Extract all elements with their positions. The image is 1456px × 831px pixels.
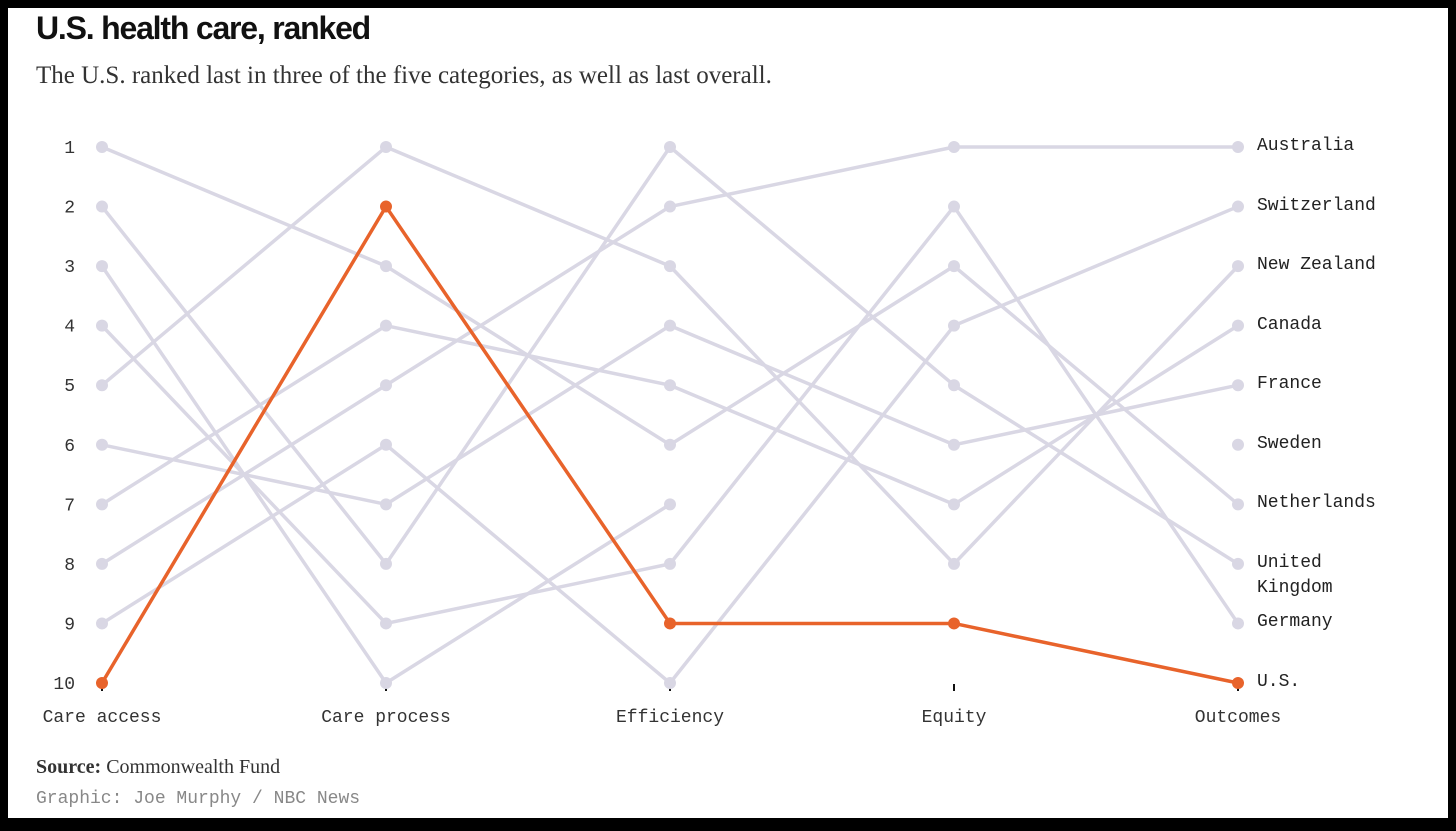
point <box>664 141 676 153</box>
point <box>1232 379 1244 392</box>
point <box>380 379 392 392</box>
point <box>380 617 392 630</box>
x-tick-label: Equity <box>922 708 987 728</box>
y-tick-label: 9 <box>64 615 75 635</box>
source: Source: Commonwealth Fund <box>36 756 280 779</box>
point <box>96 319 108 332</box>
point <box>664 260 676 273</box>
legend-label: Australia <box>1257 136 1355 156</box>
x-tick-label: Outcomes <box>1195 708 1281 728</box>
point <box>664 379 676 392</box>
point <box>1232 141 1244 153</box>
point <box>664 319 676 332</box>
series-line <box>101 323 1239 507</box>
legend-label: Sweden <box>1257 433 1322 454</box>
point <box>96 617 108 630</box>
y-tick-label: 5 <box>64 377 75 397</box>
point <box>1232 200 1244 213</box>
point <box>380 557 392 570</box>
point <box>1232 438 1244 451</box>
point <box>380 200 392 213</box>
source-label: Source: <box>36 756 102 778</box>
point <box>948 141 960 153</box>
point <box>664 438 676 451</box>
point <box>664 677 676 689</box>
y-tick-label: 2 <box>64 199 75 219</box>
point <box>380 677 392 689</box>
point <box>948 498 960 511</box>
legend-label: Germany <box>1257 612 1333 633</box>
point <box>948 200 960 213</box>
legend-label: United Kingdom <box>1257 552 1333 598</box>
y-tick-label: 10 <box>53 675 75 695</box>
x-tick-label: Efficiency <box>616 708 724 728</box>
y-tick-label: 6 <box>64 437 75 457</box>
point <box>380 141 392 153</box>
point <box>948 319 960 332</box>
credit: Graphic: Joe Murphy / NBC News <box>36 789 361 809</box>
point <box>948 260 960 273</box>
legend-label: France <box>1257 374 1322 395</box>
point <box>1232 260 1244 273</box>
point <box>96 498 108 511</box>
point <box>96 677 108 689</box>
point <box>664 617 676 630</box>
point <box>948 617 960 630</box>
point <box>664 200 676 213</box>
point <box>948 557 960 570</box>
x-tick-label: Care access <box>43 708 162 728</box>
legend-label: Netherlands <box>1257 493 1376 514</box>
legend-label: Switzerland <box>1257 195 1376 216</box>
legend-label: U.S. <box>1257 672 1301 692</box>
y-tick-label: 8 <box>64 556 75 576</box>
y-tick-label: 3 <box>64 258 75 278</box>
point <box>1232 617 1244 630</box>
point <box>96 141 108 153</box>
point <box>96 260 108 273</box>
legend-label: Canada <box>1257 314 1322 335</box>
point <box>380 498 392 511</box>
point <box>1232 498 1244 511</box>
y-tick-label: 1 <box>64 139 75 159</box>
point <box>96 557 108 570</box>
point <box>96 200 108 213</box>
point <box>948 379 960 392</box>
y-tick-label: 4 <box>64 318 75 338</box>
point <box>96 438 108 451</box>
point <box>1232 319 1244 332</box>
y-tick-label: 7 <box>64 496 75 516</box>
point <box>1232 677 1244 689</box>
x-tick-label: Care process <box>321 708 451 728</box>
chart-title: U.S. health care, ranked <box>36 10 371 46</box>
point <box>948 438 960 451</box>
series-line <box>101 323 1239 507</box>
chart-subtitle: The U.S. ranked last in three of the fiv… <box>36 62 772 89</box>
legend-label: New Zealand <box>1257 255 1376 276</box>
point <box>1232 557 1244 570</box>
point <box>380 260 392 273</box>
point <box>380 319 392 332</box>
point <box>380 438 392 451</box>
point <box>664 557 676 570</box>
source-text: Commonwealth Fund <box>106 756 281 778</box>
point <box>664 498 676 511</box>
point <box>96 379 108 392</box>
